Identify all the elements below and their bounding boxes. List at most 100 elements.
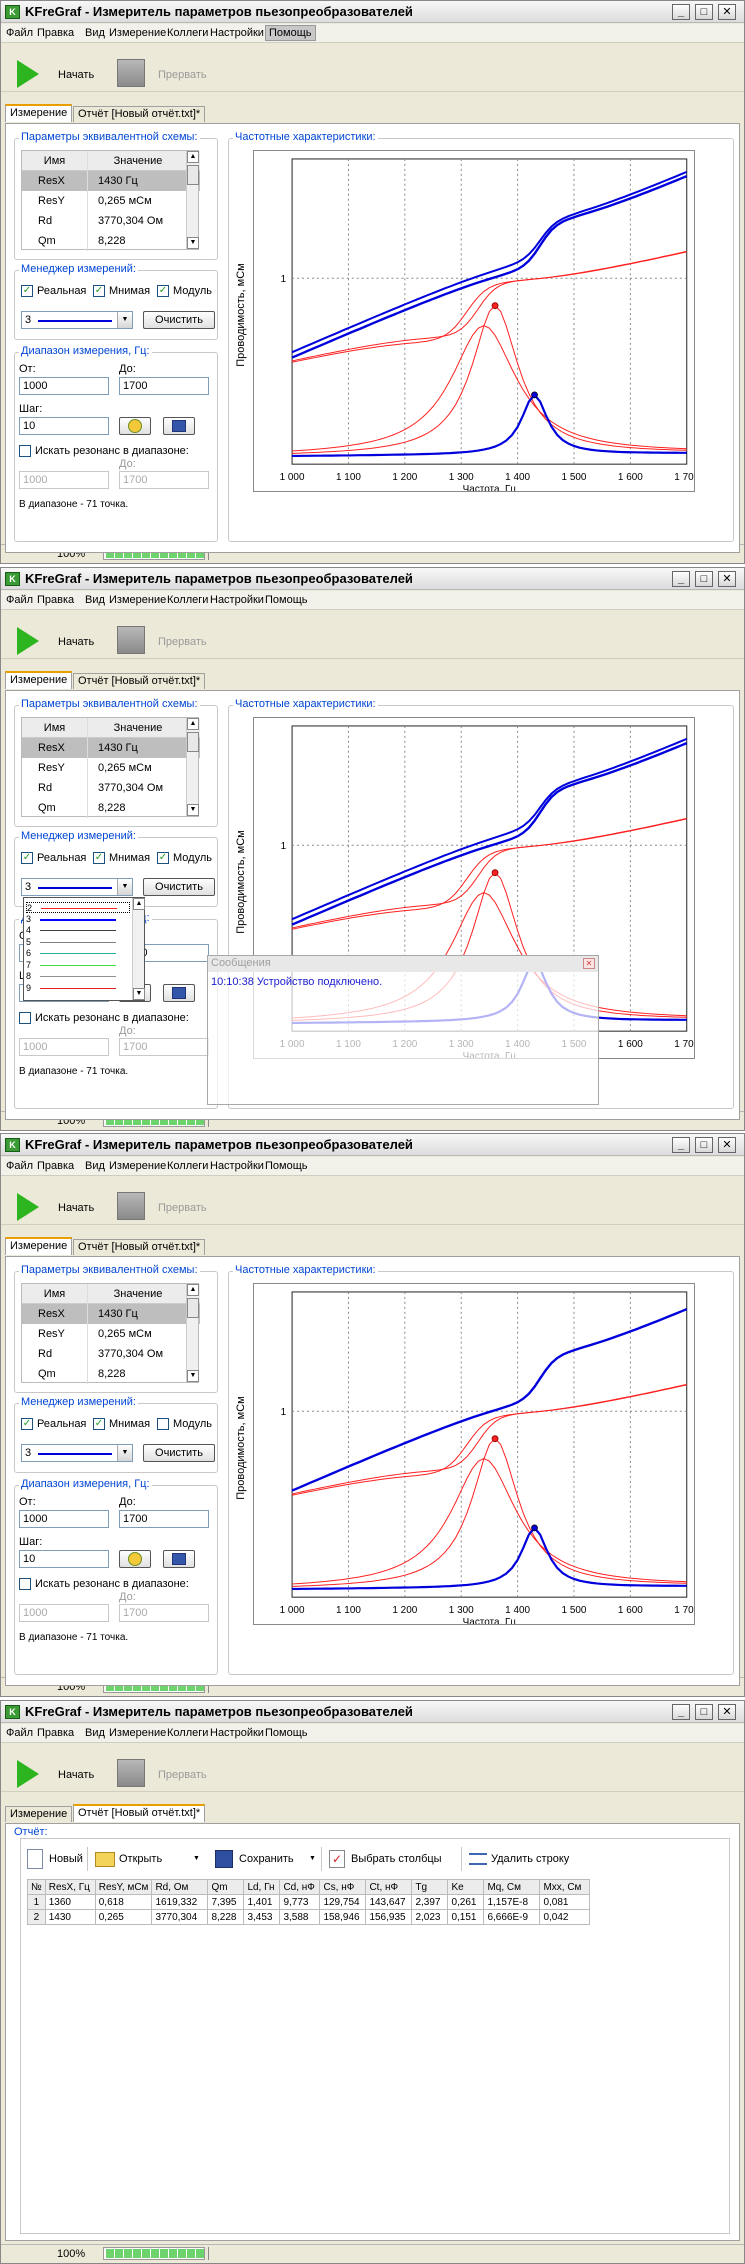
scroll-down-icon[interactable]: ▼ — [133, 988, 145, 1000]
select-columns-button[interactable]: Выбрать столбцы — [351, 1853, 442, 1865]
column-header[interactable]: Mxx, См — [539, 1879, 591, 1895]
table-cell[interactable]: 1 — [27, 1894, 46, 1910]
params-grid[interactable]: Имя Значение ResX 1430 Гц ResY 0,265 мСм… — [21, 150, 200, 251]
table-cell[interactable]: 1360 — [44, 1894, 96, 1910]
start-button[interactable]: Начать — [58, 69, 95, 81]
column-header[interactable]: Rd, Ом — [151, 1879, 209, 1895]
open-dropdown-icon[interactable]: ▼ — [193, 1855, 200, 1862]
save-dropdown-icon[interactable]: ▼ — [309, 1855, 316, 1862]
frequency-plot[interactable]: 1 000 1 100 1 200 1 300 1 400 1 500 1 600 1 700… — [253, 1283, 695, 1625]
tab-report[interactable]: Отчёт [Новый отчёт.txt]* — [73, 1239, 206, 1255]
dropdown-item[interactable]: 2 — [26, 902, 130, 913]
close-button[interactable]: ✕ — [718, 4, 736, 20]
table-cell[interactable]: 0,618 — [94, 1894, 153, 1910]
tab-measurement[interactable]: Измерение — [5, 671, 73, 689]
scroll-thumb[interactable] — [187, 732, 199, 752]
menu-colleagues[interactable]: Коллеги — [167, 1727, 209, 1739]
tab-report[interactable]: Отчёт [Новый отчёт.txt]* — [73, 1804, 206, 1822]
table-cell[interactable]: 6,666E-9 — [483, 1909, 541, 1925]
column-header[interactable]: Tg — [411, 1879, 449, 1895]
scroll-thumb[interactable] — [187, 1298, 199, 1318]
table-cell[interactable]: 3,588 — [279, 1909, 321, 1925]
close-button[interactable]: ✕ — [718, 1137, 736, 1153]
title-bar[interactable]: K KFreGraf - Измеритель параметров пьезо… — [1, 1701, 744, 1723]
maximize-button[interactable]: □ — [695, 571, 713, 587]
table-cell[interactable]: 2,023 — [411, 1909, 449, 1925]
column-header[interactable]: Cd, нФ — [279, 1879, 321, 1895]
table-cell[interactable]: 158,946 — [319, 1909, 367, 1925]
new-file-icon[interactable] — [27, 1847, 43, 1871]
column-header[interactable]: ResX, Гц — [44, 1879, 96, 1895]
params-scrollbar[interactable]: ▲ ▼ — [186, 151, 199, 249]
column-header[interactable]: № — [27, 1879, 46, 1895]
table-row[interactable]: ResX 1430 Гц — [22, 171, 200, 191]
column-header[interactable]: Qm — [207, 1879, 245, 1895]
params-scrollbar[interactable]: ▲ ▼ — [186, 1284, 199, 1382]
table-cell[interactable]: 1,157E-8 — [483, 1894, 541, 1910]
open-button[interactable]: Открыть — [119, 1853, 163, 1865]
table-row[interactable]: Rd 3770,304 Ом — [22, 1344, 200, 1364]
menu-settings[interactable]: Настройки — [210, 1160, 264, 1172]
start-button[interactable]: Начать — [58, 1769, 95, 1781]
search-resonance-checkbox[interactable] — [19, 1578, 31, 1590]
column-header[interactable]: Cs, нФ — [319, 1879, 367, 1895]
table-cell[interactable]: 7,395 — [207, 1894, 245, 1910]
tab-measurement[interactable]: Измерение — [5, 104, 73, 122]
measurement-select[interactable]: 3 ▼ — [21, 1444, 133, 1462]
messages-title-bar[interactable]: Сообщения ✕ — [208, 956, 598, 972]
module-checkbox[interactable]: ✓ — [157, 285, 169, 297]
menu-help[interactable]: Помощь — [265, 594, 308, 606]
minimize-button[interactable]: _ — [672, 4, 690, 20]
tab-report[interactable]: Отчёт [Новый отчёт.txt]* — [73, 673, 206, 689]
menu-file[interactable]: Файл — [6, 594, 34, 606]
menu-view[interactable]: Вид — [85, 594, 105, 606]
table-row[interactable]: ResY 0,265 мСм — [22, 1324, 200, 1344]
menu-view[interactable]: Вид — [85, 27, 105, 39]
menu-view[interactable]: Вид — [85, 1160, 105, 1172]
column-header[interactable]: ResY, мСм — [94, 1879, 153, 1895]
report-table[interactable]: № ResX, Гц ResY, мСм Rd, Ом Qm Ld, Гн Cd, нФ Cs… — [27, 1879, 591, 1925]
table-row[interactable]: 1 1360 0,618 1619,332 7,395 1,401 9,773 129,754… — [27, 1894, 591, 1910]
title-bar[interactable]: K KFreGraf - Измеритель параметров пьезо… — [1, 568, 744, 590]
table-cell[interactable]: 3,453 — [243, 1909, 281, 1925]
table-cell[interactable]: 156,935 — [365, 1909, 413, 1925]
close-button[interactable]: ✕ — [718, 1704, 736, 1720]
to-input[interactable]: 1700 — [119, 377, 209, 395]
chevron-down-icon[interactable]: ▼ — [117, 879, 132, 895]
column-header[interactable]: Mq, См — [483, 1879, 541, 1895]
new-button[interactable]: Новый — [49, 1853, 83, 1865]
tab-measurement[interactable]: Измерение — [5, 1237, 73, 1255]
menu-file[interactable]: Файл — [6, 27, 34, 39]
maximize-button[interactable]: □ — [695, 4, 713, 20]
table-row[interactable]: Qm 8,228 — [22, 798, 200, 818]
table-cell[interactable]: 129,754 — [319, 1894, 367, 1910]
menu-view[interactable]: Вид — [85, 1727, 105, 1739]
frequency-plot[interactable]: 1 000 1 100 1 200 1 300 1 400 1 500 1 600 1 700… — [253, 150, 695, 492]
menu-measurement[interactable]: Измерение — [109, 594, 167, 606]
scroll-down-icon[interactable]: ▼ — [187, 804, 199, 816]
real-checkbox[interactable]: ✓ — [21, 285, 33, 297]
table-cell[interactable]: 2 — [27, 1909, 46, 1925]
save-disk-icon[interactable] — [215, 1847, 233, 1871]
params-grid[interactable]: Имя Значение ResX 1430 Гц ResY 0,265 мСм… — [21, 717, 200, 818]
start-button[interactable]: Начать — [58, 636, 95, 648]
scroll-down-icon[interactable]: ▼ — [187, 1370, 199, 1382]
play-icon[interactable] — [17, 1193, 39, 1221]
clear-button[interactable]: Очистить — [143, 311, 215, 329]
menu-edit[interactable]: Правка — [37, 1160, 75, 1172]
column-header[interactable]: Ct, нФ — [365, 1879, 413, 1895]
close-button[interactable]: ✕ — [718, 571, 736, 587]
dropdown-item[interactable]: 9 — [26, 983, 130, 994]
save-range-icon[interactable] — [163, 1550, 195, 1568]
real-checkbox[interactable]: ✓ — [21, 1418, 33, 1430]
table-cell[interactable]: 0,042 — [539, 1909, 591, 1925]
table-row[interactable]: Rd 3770,304 Ом — [22, 211, 200, 231]
to-input[interactable]: 1700 — [119, 1510, 209, 1528]
table-cell[interactable]: 3770,304 — [151, 1909, 209, 1925]
start-button[interactable]: Начать — [58, 1202, 95, 1214]
scroll-up-icon[interactable]: ▲ — [187, 718, 199, 730]
table-row[interactable]: 2 1430 0,265 3770,304 8,228 3,453 3,588 158,946… — [27, 1909, 591, 1925]
messages-window[interactable]: Сообщения ✕ 10:10:38 Устройство подключено… — [207, 955, 599, 1105]
clear-button[interactable]: Очистить — [143, 878, 215, 896]
menu-help[interactable]: Помощь — [265, 1727, 308, 1739]
